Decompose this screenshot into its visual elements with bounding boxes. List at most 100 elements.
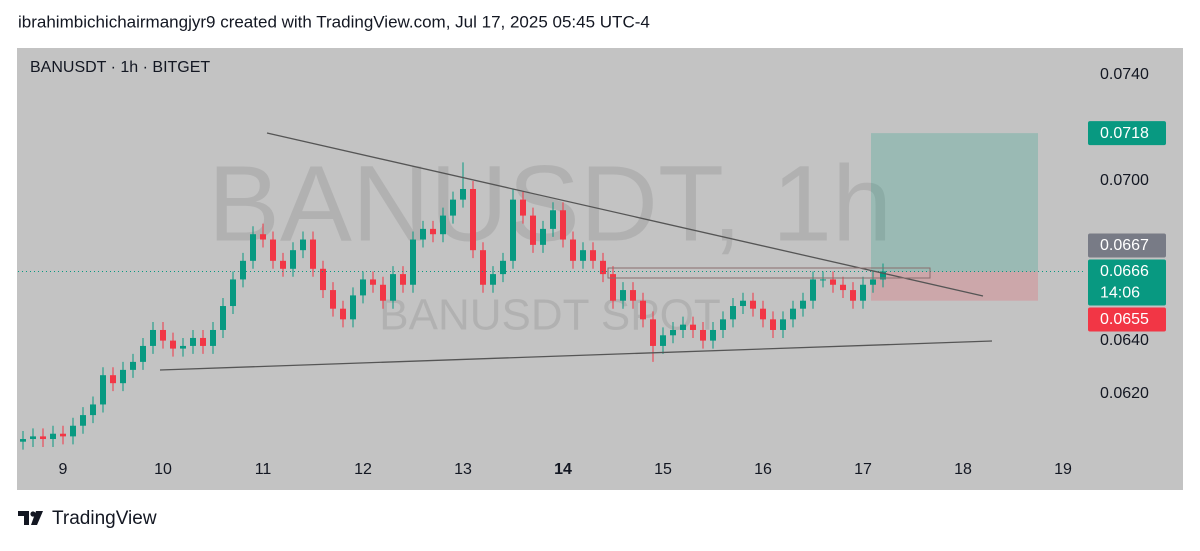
candle-body [740, 300, 746, 307]
candle-body [340, 308, 346, 320]
candle-body [320, 268, 326, 291]
candle-body [170, 340, 176, 349]
candle-body [810, 279, 816, 301]
candle-body [80, 415, 86, 426]
candle-body [430, 228, 436, 235]
x-tick-label: 18 [954, 461, 972, 478]
candle-body [130, 361, 136, 370]
candle-body [460, 188, 466, 200]
candle-body [570, 239, 576, 261]
candle-body [210, 329, 216, 346]
candle-body [410, 239, 416, 285]
candle-body [700, 329, 706, 341]
candle-body [250, 234, 256, 261]
price-label-box [1088, 233, 1166, 258]
candle-body [30, 436, 36, 440]
price-label-box [1088, 307, 1166, 332]
candle-body [20, 439, 26, 442]
candle-body [270, 239, 276, 261]
candle-body [580, 250, 586, 261]
candle-body [540, 228, 546, 245]
candle-body [370, 279, 376, 285]
price-label: 0.0667 [1100, 237, 1149, 254]
candle-body [510, 199, 516, 261]
target-zone [871, 133, 1038, 272]
candle-body [550, 210, 556, 229]
candle-body [600, 260, 606, 275]
x-tick-label: 17 [854, 461, 872, 478]
candle-body [420, 228, 426, 240]
legend-text: BANUSDT · 1h · BITGET [30, 59, 210, 76]
candle-body [870, 279, 876, 285]
candle-body [770, 319, 776, 330]
x-tick-label: 10 [154, 461, 172, 478]
candle-body [730, 306, 736, 320]
candle-body [490, 274, 496, 285]
candle-body [880, 271, 886, 280]
watermark-group: BANUSDT, 1h BANUSDT SPOT [208, 143, 892, 340]
candle-body [380, 284, 386, 301]
header-text: ibrahimbichichairmangjyr9 created with T… [18, 12, 650, 31]
candle-body [150, 329, 156, 346]
candle-body [670, 329, 676, 336]
candle-body [660, 335, 666, 346]
candle-body [70, 425, 76, 437]
candle-body [310, 239, 316, 269]
trend-line-lower [159, 340, 993, 371]
logo-dot [30, 511, 36, 517]
candle-body [530, 215, 536, 245]
candle-body [690, 324, 696, 330]
candle-body [100, 375, 106, 405]
watermark: BANUSDT, 1h [208, 143, 892, 264]
candle-body [500, 260, 506, 275]
x-tick-label: 12 [354, 461, 372, 478]
x-tick-label: 13 [454, 461, 472, 478]
candle-body [140, 345, 146, 362]
candle-body [710, 329, 716, 341]
candle-body [630, 290, 636, 301]
candle-body [280, 260, 286, 269]
x-tick-label: 11 [255, 461, 272, 478]
candle-body [640, 300, 646, 320]
candle-body [610, 274, 616, 301]
y-tick-label: 0.0620 [1100, 385, 1149, 402]
candle-body [440, 215, 446, 235]
price-label: 0.0718 [1100, 125, 1149, 142]
plot [18, 133, 1085, 450]
candle-body [720, 319, 726, 330]
price-label: 0.0666 [1100, 263, 1149, 280]
footer-logo [18, 511, 43, 525]
candle-body [350, 295, 356, 320]
logo-mark [31, 511, 43, 525]
candle-body [790, 308, 796, 320]
candle-body [220, 306, 226, 330]
range-box [607, 267, 931, 279]
price-label-box [1088, 121, 1166, 146]
candle-body [850, 290, 856, 301]
price-label-box [1088, 259, 1166, 306]
trend-line-upper [266, 132, 984, 297]
candle-body [40, 436, 46, 440]
x-tick-label: 15 [654, 461, 672, 478]
candle-body [820, 279, 826, 281]
logo-mark [18, 511, 29, 525]
candle-body [50, 433, 56, 440]
y-tick-label: 0.0640 [1100, 332, 1149, 349]
candle-body [180, 345, 186, 349]
candle-body [780, 319, 786, 330]
candle-body [120, 369, 126, 384]
candle-body [110, 375, 116, 384]
x-tick-label: 9 [59, 461, 68, 478]
price-countdown: 14:06 [1100, 285, 1140, 302]
candle-body [160, 329, 166, 341]
candle-body [590, 250, 596, 261]
price-label: 0.0655 [1100, 311, 1149, 328]
x-tick-label: 19 [1054, 461, 1072, 478]
candle-body [360, 279, 366, 296]
candle-body [840, 284, 846, 291]
candle-body [90, 404, 96, 416]
candle-body [830, 279, 836, 285]
candle-body [300, 239, 306, 251]
